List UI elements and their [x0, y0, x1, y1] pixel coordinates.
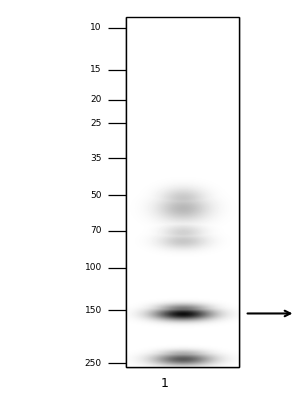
- Text: 50: 50: [90, 191, 102, 200]
- Text: 70: 70: [90, 226, 102, 235]
- Text: 250: 250: [85, 359, 102, 368]
- Text: 100: 100: [85, 263, 102, 272]
- Text: 10: 10: [90, 23, 102, 32]
- Text: 150: 150: [85, 306, 102, 314]
- Text: 1: 1: [161, 377, 168, 390]
- Text: 15: 15: [90, 66, 102, 74]
- Bar: [126, 17, 239, 368]
- Text: 35: 35: [90, 154, 102, 163]
- Text: 20: 20: [91, 96, 102, 104]
- Bar: [126, 17, 239, 368]
- Text: 25: 25: [91, 119, 102, 128]
